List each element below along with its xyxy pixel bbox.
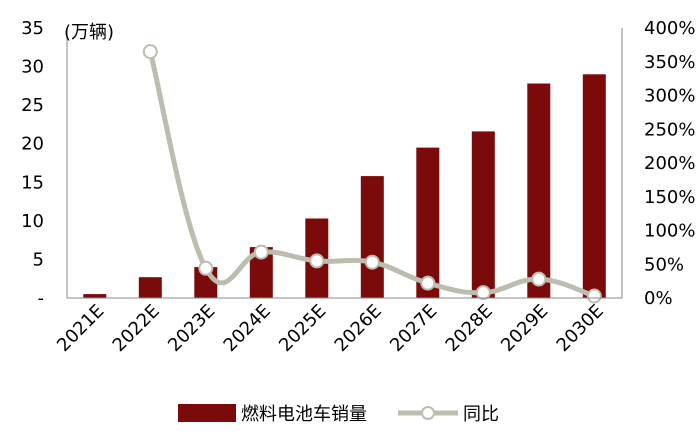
yoy-point-2027E [420, 275, 436, 291]
bar-2028E [471, 131, 495, 298]
right-tick-label: 200% [644, 153, 695, 174]
x-tick-label: 2021E [53, 301, 108, 356]
x-tick-label: 2028E [442, 301, 497, 356]
right-tick-label: 400% [644, 18, 695, 39]
bar-2029E [527, 83, 551, 298]
bar-2026E [360, 176, 384, 298]
right-ticks: 0% 50% 100% 150% 200% 250% 300% 350% 400% [644, 18, 695, 309]
bar-2027E [416, 147, 440, 298]
unit-label: (万辆) [64, 22, 114, 43]
x-tick-label: 2025E [275, 301, 330, 356]
legend-line-label: 同比 [463, 404, 499, 425]
legend-bar-label: 燃料电池车销量 [241, 404, 367, 425]
right-tick-label: 0% [644, 288, 673, 309]
left-tick-label: 35 [21, 18, 44, 39]
yoy-point-2022E [142, 44, 158, 60]
yoy-point-2030E [586, 288, 602, 304]
yoy-point-2024E [253, 244, 269, 260]
x-tick-label: 2024E [220, 301, 275, 356]
left-tick-label: 25 [21, 95, 44, 116]
right-tick-label: 300% [644, 86, 695, 107]
bar-2022E [138, 277, 162, 298]
bar-2030E [582, 74, 606, 298]
right-tick-label: 150% [644, 187, 695, 208]
bar-2024E [249, 247, 273, 298]
right-tick-label: 50% [644, 254, 684, 275]
legend-line-marker [421, 406, 435, 420]
yoy-point-2028E [475, 285, 491, 301]
bar-2021E [83, 294, 107, 298]
left-tick-label: 5 [33, 249, 44, 270]
left-tick-label: - [38, 288, 45, 309]
x-tick-label: 2026E [331, 301, 386, 356]
left-tick-label: 30 [21, 57, 44, 78]
yoy-point-2023E [198, 260, 214, 276]
yoy-point-2029E [531, 271, 547, 287]
left-ticks: - 5 10 15 20 25 30 35 [21, 18, 44, 309]
left-tick-label: 10 [21, 211, 44, 232]
x-tick-label: 2022E [109, 301, 164, 356]
x-tick-label: 2023E [164, 301, 219, 356]
right-tick-label: 350% [644, 52, 695, 73]
x-tick-label: 2029E [497, 301, 552, 356]
right-tick-label: 250% [644, 119, 695, 140]
x-tick-label: 2030E [553, 301, 608, 356]
yoy-point-2025E [309, 253, 325, 269]
right-tick-label: 100% [644, 221, 695, 242]
x-ticks: 2021E 2022E 2023E 2024E 2025E 2026E 2027E 2028E… [53, 301, 608, 356]
yoy-line [147, 50, 596, 299]
left-tick-label: 20 [21, 134, 44, 155]
legend: 燃料电池车销量 同比 [178, 404, 499, 425]
x-tick-label: 2027E [386, 301, 441, 356]
left-tick-label: 15 [21, 172, 44, 193]
legend-bar-swatch [178, 404, 236, 422]
yoy-point-2026E [364, 254, 380, 270]
plot-area [83, 44, 606, 304]
